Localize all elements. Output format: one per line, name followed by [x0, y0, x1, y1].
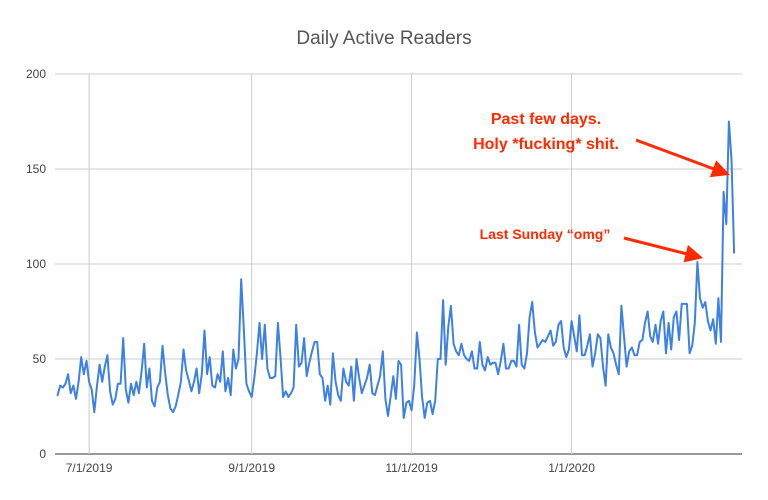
y-tick-label: 50 — [33, 352, 47, 366]
annotation-text: Last Sunday “omg” — [480, 226, 611, 242]
annotation-arrow — [635, 138, 730, 178]
annotation-text: Past few days. — [491, 111, 601, 128]
y-tick-label: 0 — [39, 447, 46, 461]
x-tick-label: 1/1/2020 — [548, 461, 595, 475]
axes: 0 50 100 150 200 7/1/2019 9/1/2019 11/1/2019 1/1… — [26, 67, 595, 475]
y-tick-label: 100 — [26, 257, 46, 271]
x-tick-label: 9/1/2019 — [228, 461, 275, 475]
x-tick-label: 11/1/2019 — [385, 461, 438, 475]
annotations: Past few days. Holy *fucking* shit. Last S… — [473, 111, 730, 263]
x-tick-label: 7/1/2019 — [66, 461, 113, 475]
chart-title: Daily Active Readers — [296, 28, 471, 49]
gridlines — [55, 73, 742, 455]
series-layer — [56, 120, 736, 419]
annotation-arrow — [623, 236, 704, 263]
series-line-1 — [56, 120, 736, 419]
y-tick-label: 200 — [26, 67, 46, 81]
annotation-text: Holy *fucking* shit. — [473, 136, 619, 153]
y-tick-label: 150 — [26, 162, 46, 176]
